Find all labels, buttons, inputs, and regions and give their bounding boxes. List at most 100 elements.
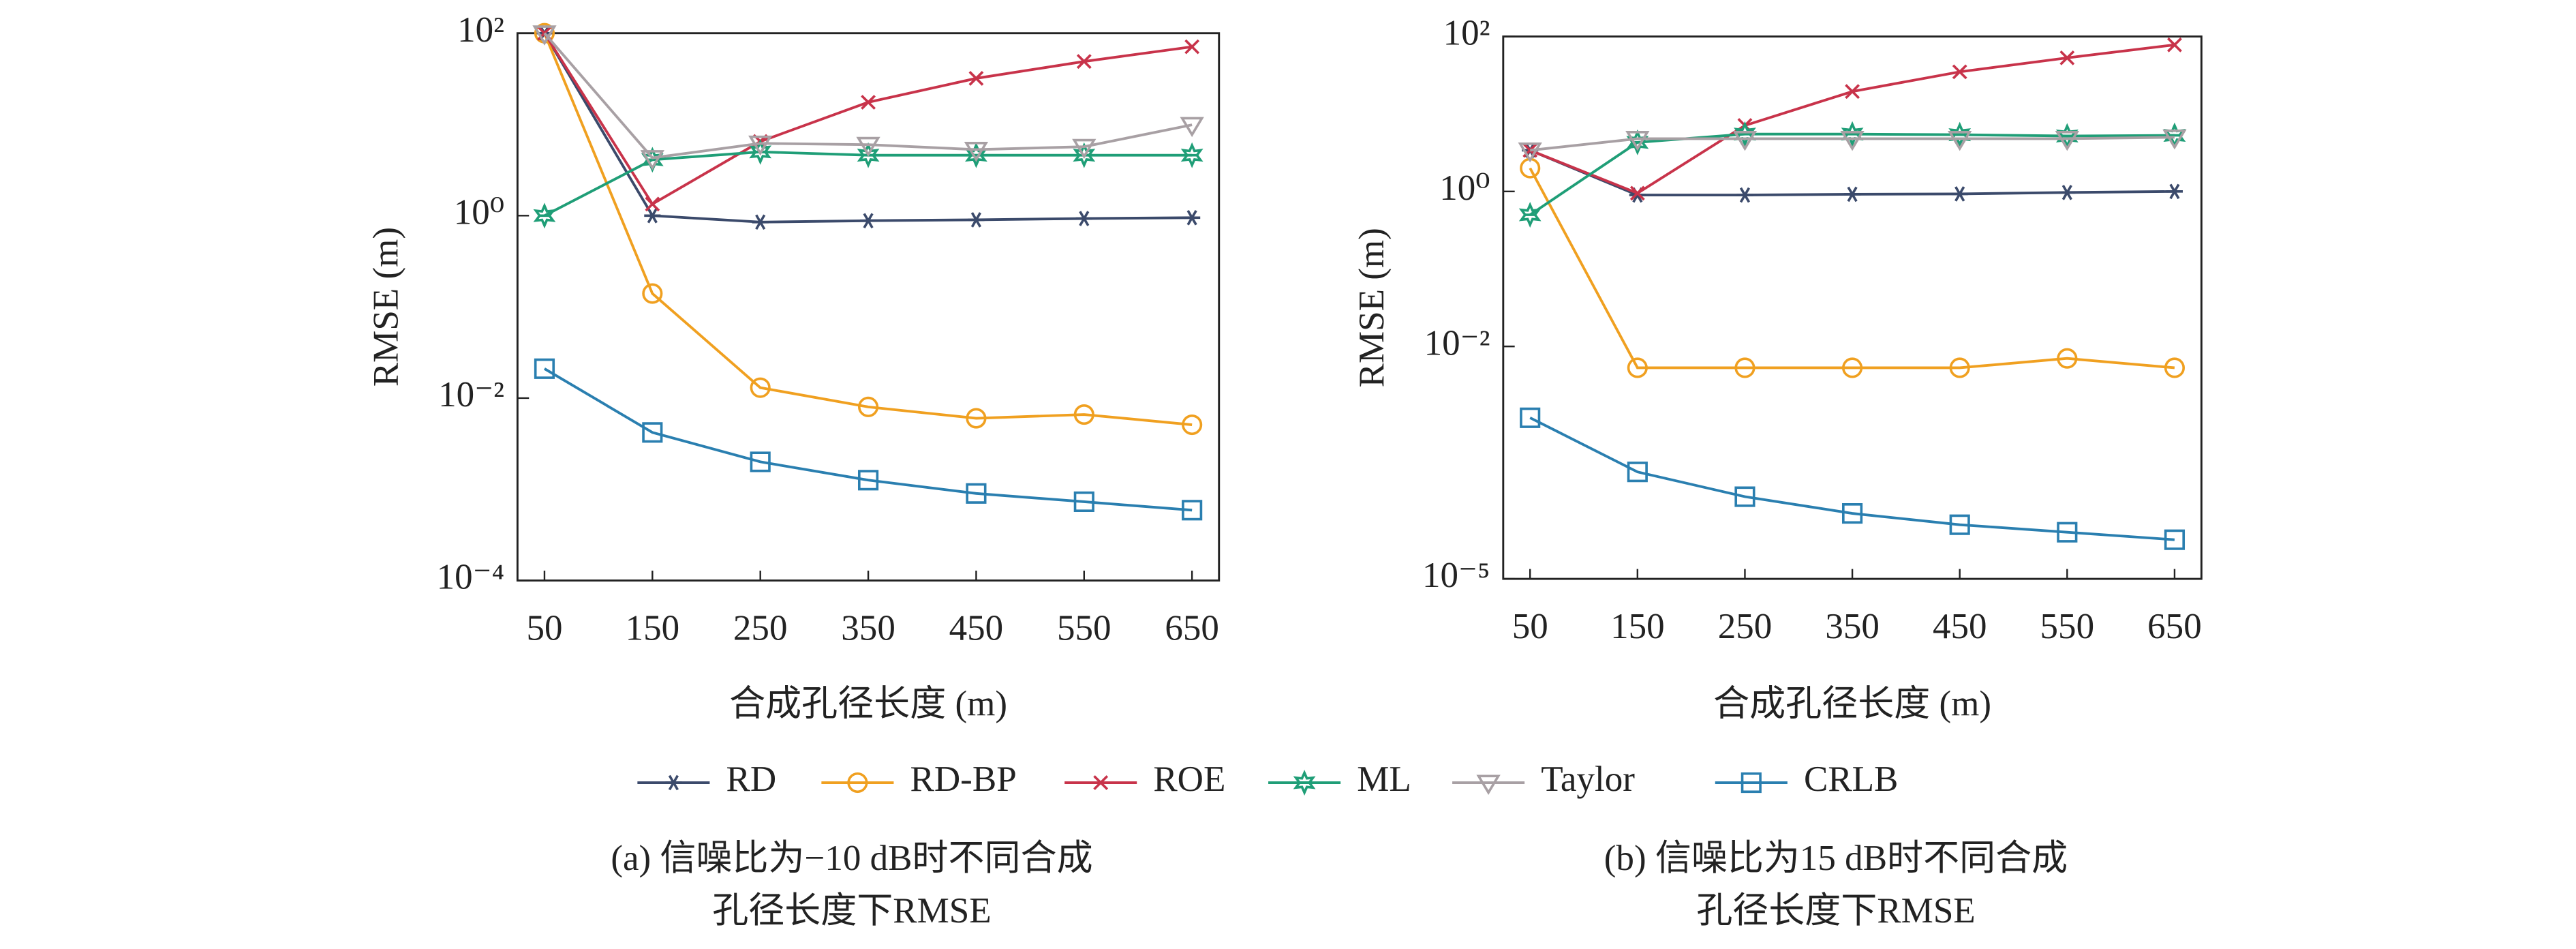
x-tick-label: 550 [2040,607,2095,646]
data-point [2059,50,2075,65]
data-point [1180,142,1203,168]
y-axis-label: RMSE (m) [1352,228,1392,387]
data-point [861,95,876,110]
x-tick-label: 150 [626,608,680,648]
data-point [1845,84,1860,100]
data-point [2055,130,2079,151]
data-point [750,377,771,398]
data-point [1627,357,1648,378]
y-tick-label: 10⁻² [438,375,504,415]
caption: (a) 信噪比为−10 dB时不同合成 [611,839,1092,878]
data-point [966,408,987,429]
y-tick-label: 10⁻² [1424,323,1490,363]
data-point [856,136,880,157]
data-point [1952,64,1967,80]
data-point [1842,502,1863,524]
caption: (b) 信噪比为15 dB时不同合成 [1604,839,2068,878]
data-point [1734,357,1755,378]
data-point [1518,202,1542,228]
data-point [1841,121,1864,147]
legend-marker [665,774,682,791]
x-tick-label: 150 [1610,607,1665,646]
data-point [1627,462,1648,483]
data-point [1732,130,1758,151]
data-point [1518,142,1542,163]
legend-label: Taylor [1541,759,1635,799]
legend-label: ML [1357,759,1411,799]
data-point [1073,491,1094,513]
legend-label: RD [726,759,777,799]
data-point [752,214,769,230]
data-point [1076,54,1092,70]
x-tick-label: 550 [1057,608,1111,648]
legend-marker [1293,770,1316,796]
data-point [1840,130,1865,151]
data-point [1180,117,1204,138]
data-point [533,202,556,229]
y-tick-label: 10⁰ [454,192,504,232]
data-point [2164,357,2186,378]
y-axis-label: RMSE (m) [367,227,406,387]
data-point [1520,157,1541,179]
series-line [1530,136,2175,152]
data-point [1182,500,1203,521]
x-tick-label: 50 [526,608,562,648]
caption: 孔径长度下RMSE [712,891,991,931]
y-tick-label: 10² [1443,14,1490,53]
series-line [543,32,1193,160]
data-point [1075,211,1092,226]
data-point [968,212,985,228]
x-axis-label: 合成孔径长度 (m) [729,684,1007,723]
data-point [860,213,877,229]
data-point [2059,185,2076,200]
data-point [1948,130,1972,151]
series-line [543,32,1193,426]
data-point [1184,39,1200,55]
x-tick-label: 350 [841,608,895,648]
data-point [750,451,771,472]
legend-marker [1741,772,1762,794]
x-tick-label: 450 [1933,607,1987,646]
y-tick-label: 10⁻⁴ [437,558,504,597]
legend: RD RD-BP ROE ML Taylor CRLB [637,759,1898,799]
series-line [1529,417,2175,541]
legend-label: CRLB [1804,759,1898,799]
data-point [2055,123,2079,149]
legend-label: ROE [1153,759,1225,799]
data-point [2057,348,2078,369]
data-point [1948,121,1972,148]
data-point [1949,357,1970,378]
data-point [964,141,989,162]
legend-marker [847,772,868,794]
data-point [1736,187,1753,203]
data-point [1182,414,1203,436]
y-tick-label: 10⁻⁵ [1422,556,1490,595]
data-point [642,422,663,443]
plot-frame [1502,35,2203,580]
x-tick-label: 250 [733,608,788,648]
data-point [857,396,879,417]
data-point [1842,357,1863,378]
data-point [2167,37,2182,52]
data-point [642,283,663,304]
y-tick-label: 10² [457,10,504,50]
series-line [543,32,1193,206]
plot-frame [516,32,1221,582]
x-tick-label: 450 [949,608,1004,648]
x-tick-label: 50 [1512,607,1548,646]
series-line [1529,167,2175,370]
x-tick-label: 650 [1165,608,1219,648]
data-point [1520,407,1541,428]
data-point [1734,486,1755,507]
data-point [1072,138,1097,160]
data-point [2164,529,2186,550]
legend-marker [1476,774,1501,795]
series-line [543,32,1193,224]
data-point [645,196,660,212]
data-point [1734,121,1756,147]
data-point [2162,129,2187,150]
data-point [1184,210,1201,226]
data-point [644,208,661,224]
